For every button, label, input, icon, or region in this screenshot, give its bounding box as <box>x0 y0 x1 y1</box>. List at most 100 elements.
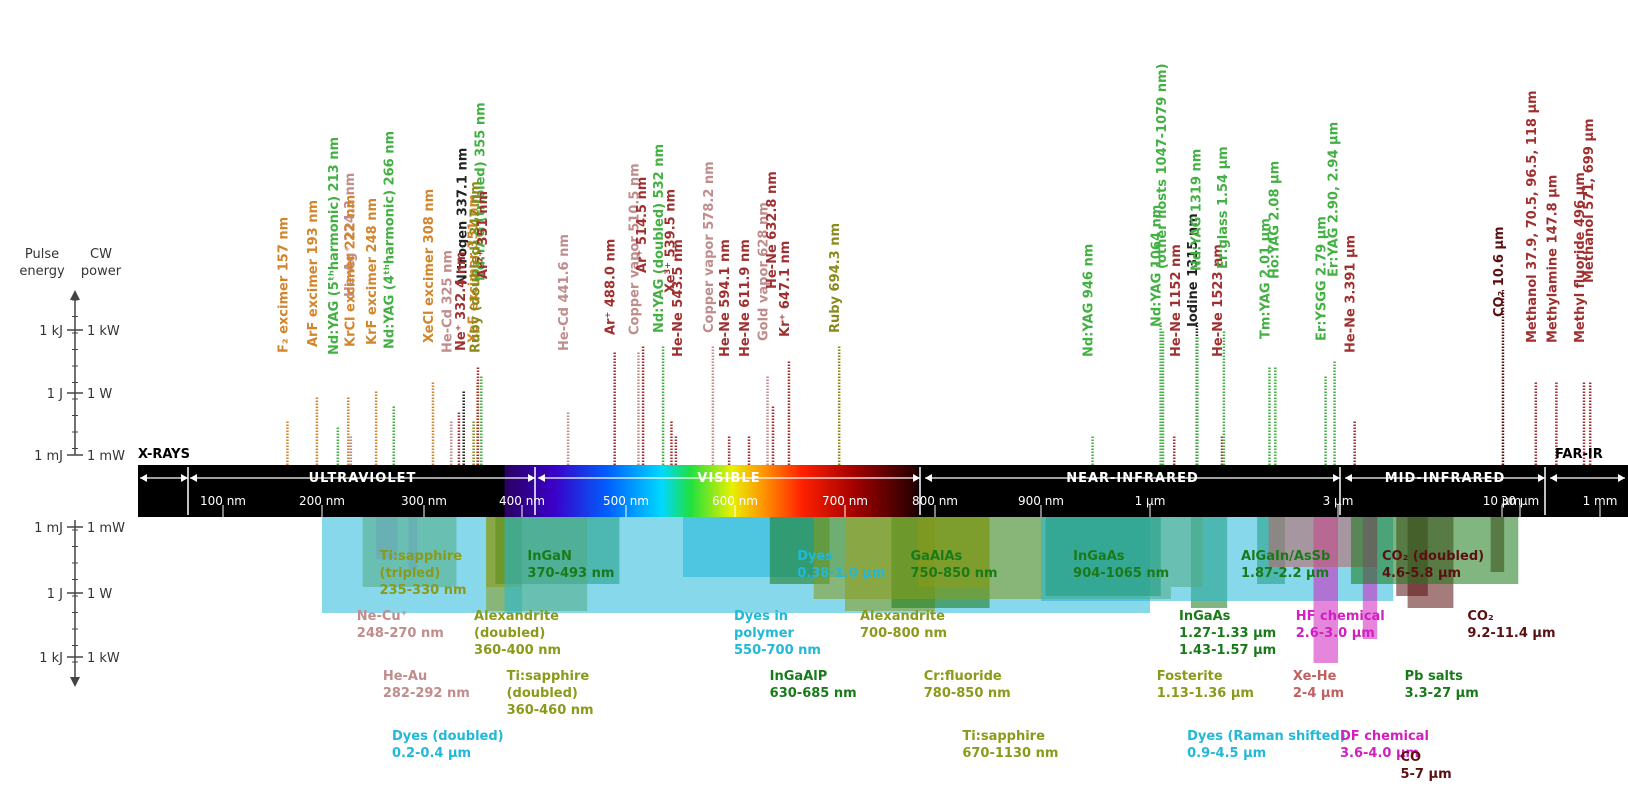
band-label: Fosterite 1.13-1.36 µm <box>1157 669 1254 701</box>
y-tick-pulse: 1 mJ <box>34 521 63 536</box>
y-axis-up-arrow <box>70 290 80 300</box>
line-label: Gold vapor 628 nm <box>757 202 772 341</box>
band-label: DF chemical 3.6-4.0 µm <box>1340 729 1429 761</box>
line-label: Methanol 571, 699 µm <box>1582 118 1597 283</box>
line-label: Nd:YAG (tripled) 355 nm <box>473 102 488 281</box>
band-label: Ti:sapphire 670-1130 nm <box>962 729 1058 761</box>
y-tick-cw: 1 mW <box>87 449 125 464</box>
x-tick-label: 900 nm <box>1018 494 1064 508</box>
line-label: XeF excimer 351 nm <box>466 194 481 343</box>
band-label: GaAlAs 750-850 nm <box>911 549 998 581</box>
line-label: Er:YSGG 2.79 µm <box>1315 216 1330 341</box>
line-label: Ruby (doubled) 347 nm <box>469 181 484 353</box>
y-tick-cw: 1 kW <box>87 651 120 666</box>
x-tick-label: 400 nm <box>499 494 545 508</box>
line-label: Nd:YAG (doubled) 532 nm <box>652 144 667 333</box>
x-tick-label: 100 nm <box>200 494 246 508</box>
x-tick-label: 10 µm <box>1483 494 1521 508</box>
line-label: KrF excimer 248 nm <box>365 198 380 345</box>
band-label: InGaN 370-493 nm <box>527 549 614 581</box>
y-tick-cw: 1 W <box>87 387 112 402</box>
line-label: (other hosts 1047-1079 nm) <box>1155 63 1170 269</box>
line-label: Methylamine 147.8 µm <box>1545 175 1560 343</box>
line-label: He-Ne 594.1 nm <box>718 239 733 357</box>
line-label: Nd:YAG 946 nm <box>1082 244 1097 357</box>
line-label: He-Ne 1152 nm <box>1169 244 1184 357</box>
region-arrow-right <box>1618 474 1625 482</box>
line-labels: F₂ excimer 157 nm ArF excimer 193 nm Nd:YA… <box>276 63 1597 357</box>
band-label: Alexandrite (doubled) 360-400 nm <box>474 609 561 658</box>
y-tick-cw: 1 mW <box>87 521 125 536</box>
x-tick-label: 600 nm <box>712 494 758 508</box>
line-label: Iodine 1315 nm <box>1186 213 1201 327</box>
band-label: CO 5-7 µm <box>1400 750 1451 782</box>
visible-gradient <box>504 465 918 517</box>
x-tick-label: 200 nm <box>299 494 345 508</box>
line-label: Copper vapor 510.5 nm <box>627 163 642 335</box>
x-tick-label: 500 nm <box>603 494 649 508</box>
region-label: X-RAYS <box>138 447 190 462</box>
y-tick-pulse: 1 mJ <box>34 449 63 464</box>
band-label: Dyes (doubled) 0.2-0.4 µm <box>392 729 504 761</box>
band-label: Ti:sapphire (doubled) 360-460 nm <box>507 669 594 718</box>
band-label: Pb salts 3.3-27 µm <box>1405 669 1479 701</box>
x-tick-label: 1 mm <box>1583 494 1618 508</box>
line-label: Nd:YAG (4ᵗʰharmonic) 266 nm <box>383 131 398 349</box>
y-title-right: power <box>81 264 122 279</box>
y-tick-cw: 1 W <box>87 587 112 602</box>
region-arrow-right <box>1538 474 1545 482</box>
band-labels: Ti:sapphire (tripled) 235-330 nm Ne-Cu⁺ 248-… <box>357 549 1556 782</box>
line-label: He-Ag⁺ 224.3 nm <box>343 173 358 297</box>
line-label: Ar²⁺ 351 nm <box>476 191 491 279</box>
band-label: InGaAs 904-1065 nm <box>1073 549 1169 581</box>
line-label: Er:YAG 2.90, 2.94 µm <box>1327 122 1342 277</box>
region-arrow-right <box>913 474 920 482</box>
line-label: F₂ excimer 157 nm <box>276 217 291 353</box>
region-arrow-left <box>538 474 545 482</box>
line-label: Ar⁺ 488.0 nm <box>604 239 619 335</box>
band-label: HF chemical 2.6-3.0 µm <box>1296 609 1385 641</box>
band-label: InGaAlP 630-685 nm <box>770 669 857 701</box>
band-label: CO₂ (doubled) 4.6-5.8 µm <box>1382 549 1484 581</box>
line-label: CO₂ 10.6 µm <box>1492 226 1507 317</box>
band-label: Ne-Cu⁺ 248-270 nm <box>357 609 444 641</box>
line-label: Ne⁺ 332.4 nm <box>454 251 469 351</box>
x-tick-label: 300 nm <box>401 494 447 508</box>
line-label: Ruby 694.3 nm <box>828 223 843 333</box>
region-arrow-left <box>925 474 932 482</box>
y-tick-pulse: 1 kJ <box>39 324 63 339</box>
x-tick-label: 3 µm <box>1323 494 1354 508</box>
line-label: He-Cd 441.6 nm <box>557 234 572 351</box>
region-arrow-right <box>181 474 188 482</box>
line-label: Nd:YAG 1319 nm <box>1189 149 1204 271</box>
line-label: Nd:YAG 1064 nm <box>1150 205 1165 327</box>
line-label: XeCl excimer 308 nm <box>422 189 437 343</box>
line-label: Xe³⁺ 539.5 nm <box>663 189 678 293</box>
region-arrow-left <box>190 474 197 482</box>
line-label: Nd:YAG (5ᵗʰharmonic) 213 nm <box>327 137 342 355</box>
line-label: He-Ne 3.391 µm <box>1344 235 1359 353</box>
line-label: Ho:YAG 2.08 µm <box>1267 161 1282 279</box>
region-label: FAR-IR <box>1555 447 1603 462</box>
y-title-right: CW <box>90 247 112 262</box>
y-tick-cw: 1 kW <box>87 324 120 339</box>
x-tick-label: 1 µm <box>1135 494 1166 508</box>
band-label: Dyes in polymer 550-700 nm <box>734 609 821 658</box>
x-tick-label: 30 µm <box>1501 494 1539 508</box>
y-tick-pulse: 1 J <box>47 387 63 402</box>
line-label: Kr⁺ 647.1 nm <box>778 241 793 337</box>
line-label: He-Ne 632.8 nm <box>765 171 780 289</box>
line-label: He-Cd 325 nm <box>440 250 455 353</box>
region-arrow-left <box>1550 474 1557 482</box>
tunable-bands <box>322 517 1519 663</box>
band-label: Alexandrite 700-800 nm <box>860 609 947 641</box>
y-tick-pulse: 1 J <box>47 587 63 602</box>
line-label: He-Ne 543.5 nm <box>671 239 686 357</box>
band-label: Dyes 0.38-1.0 µm <box>797 549 885 581</box>
region-arrow-right <box>528 474 535 482</box>
region-arrow-left <box>140 474 147 482</box>
region-arrow-left <box>1345 474 1352 482</box>
line-label: He-Ne 1523 nm <box>1211 244 1226 357</box>
line-label: ArF excimer 193 nm <box>306 200 321 347</box>
